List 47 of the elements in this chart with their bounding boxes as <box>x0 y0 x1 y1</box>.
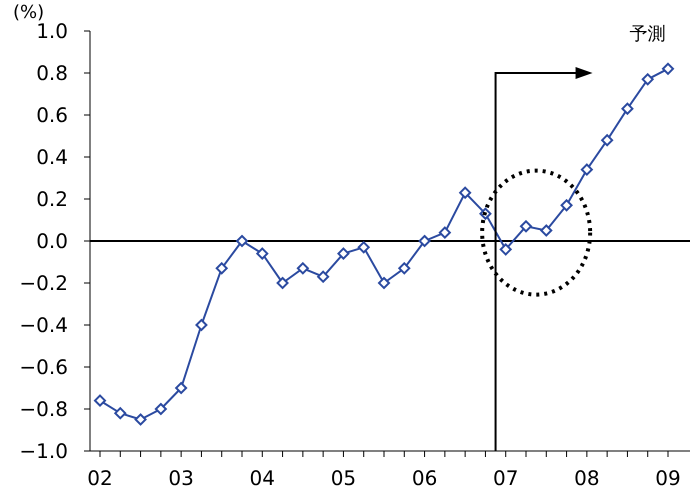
point <box>276 277 289 289</box>
point <box>601 134 614 146</box>
point <box>418 235 431 247</box>
point <box>459 186 472 199</box>
point <box>337 248 350 260</box>
point <box>358 241 370 254</box>
point <box>134 414 147 426</box>
y-tick-label: −0.6 <box>19 355 68 380</box>
y-tick-label: 0.4 <box>36 145 68 170</box>
y-tick-label: 0.0 <box>36 229 68 254</box>
point <box>154 403 167 415</box>
point <box>540 224 552 236</box>
point <box>438 226 451 239</box>
point <box>621 102 634 115</box>
point <box>520 220 532 232</box>
x-tick-label: 03 <box>168 466 194 490</box>
point <box>662 62 674 75</box>
x-tick-label: 09 <box>655 466 681 490</box>
point <box>560 199 573 212</box>
x-tick-label: 05 <box>330 466 356 490</box>
y-tick-label: −0.8 <box>19 397 68 422</box>
point <box>236 235 248 247</box>
point <box>580 164 593 176</box>
point <box>175 382 188 394</box>
y-tick-label: −0.4 <box>19 313 68 338</box>
point <box>114 407 126 420</box>
x-tick-label: 04 <box>250 466 276 490</box>
point <box>642 73 654 86</box>
y-tick-label: 0.8 <box>36 61 68 86</box>
point <box>256 248 268 260</box>
x-tick-label: 07 <box>492 466 518 490</box>
x-tick-label: 02 <box>87 466 113 490</box>
point <box>378 277 390 289</box>
point <box>216 262 228 274</box>
annotation: 予測 <box>630 23 666 44</box>
point <box>195 319 208 331</box>
point <box>500 243 512 256</box>
x-tick-label: 08 <box>574 466 600 490</box>
point <box>317 270 330 283</box>
y-tick-label: 0.2 <box>36 187 68 212</box>
y-tick-label: 0.6 <box>36 103 68 128</box>
point <box>296 262 309 274</box>
point <box>94 394 106 407</box>
x-tick-label: 06 <box>412 466 438 490</box>
y-tick-label: −1.0 <box>19 439 68 464</box>
point <box>398 262 410 274</box>
y-tick-label: −0.2 <box>19 271 68 296</box>
